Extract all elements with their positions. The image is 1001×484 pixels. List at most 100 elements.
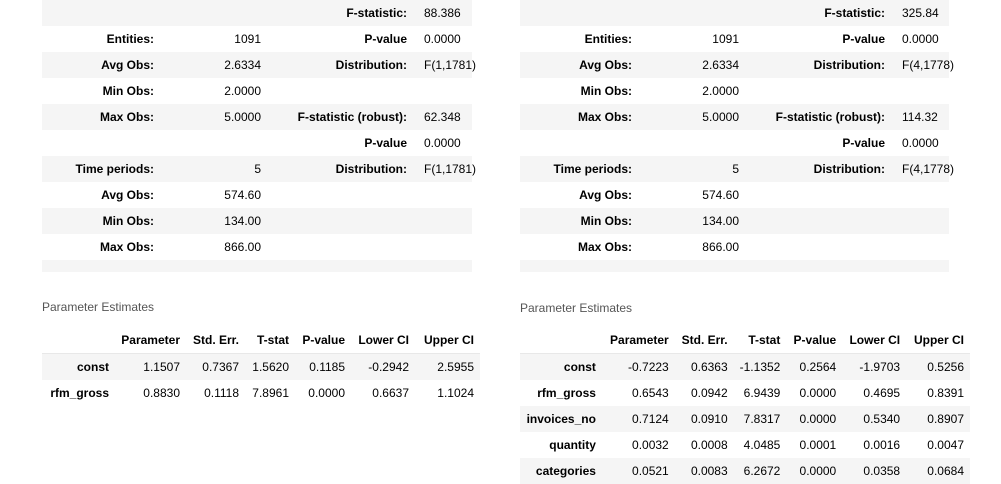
stat-label: Distribution: xyxy=(745,156,891,182)
param-value: 0.0942 xyxy=(675,380,734,406)
stat-value: F(4,1778) xyxy=(891,156,949,182)
param-column-header: P-value xyxy=(295,327,351,354)
stat-label: Max Obs: xyxy=(42,104,160,130)
empty-cell xyxy=(745,260,891,272)
stat-value: F(4,1778) xyxy=(891,52,949,78)
stat-label xyxy=(745,208,891,234)
param-value: 0.7124 xyxy=(602,406,675,432)
param-value: -0.2942 xyxy=(351,354,415,381)
parameter-estimates-caption: Parameter Estimates xyxy=(42,300,154,314)
stat-label: P-value xyxy=(745,26,891,52)
stat-value xyxy=(891,78,949,104)
stat-value xyxy=(160,0,267,26)
stat-value: 0.0000 xyxy=(891,26,949,52)
stat-label: Min Obs: xyxy=(520,78,638,104)
param-value: 0.0083 xyxy=(675,458,734,484)
stat-value: 2.0000 xyxy=(638,78,745,104)
stat-label: P-value xyxy=(267,130,413,156)
param-value: 0.1185 xyxy=(295,354,351,381)
summary-stats-row: Min Obs:2.0000 xyxy=(42,78,472,104)
param-column-header: Upper CI xyxy=(415,327,480,354)
stat-label: Avg Obs: xyxy=(520,182,638,208)
stat-value xyxy=(638,0,745,26)
param-column-header: Lower CI xyxy=(351,327,415,354)
param-name: rfm_gross xyxy=(42,380,115,406)
stat-label xyxy=(745,234,891,260)
empty-cell xyxy=(413,260,472,272)
stat-value xyxy=(160,130,267,156)
stat-label xyxy=(267,208,413,234)
param-value: 0.0001 xyxy=(786,432,842,458)
param-value: -1.1352 xyxy=(734,354,787,381)
stat-value: 134.00 xyxy=(160,208,267,234)
summary-stats-row: Min Obs:134.00 xyxy=(42,208,472,234)
stat-value: 1091 xyxy=(638,26,745,52)
param-value: 0.7367 xyxy=(186,354,245,381)
param-value: 0.6543 xyxy=(602,380,675,406)
summary-stats-row: F-statistic:88.386 xyxy=(42,0,472,26)
stat-value xyxy=(891,182,949,208)
stat-value: F(1,1781) xyxy=(413,156,472,182)
param-column-header: Parameter xyxy=(602,327,675,354)
param-column-header: Lower CI xyxy=(842,327,906,354)
stat-value: 5.0000 xyxy=(638,104,745,130)
param-value: 0.8391 xyxy=(906,380,970,406)
stat-value xyxy=(413,78,472,104)
param-value: 1.5620 xyxy=(245,354,295,381)
stat-label: Min Obs: xyxy=(42,208,160,234)
param-value: 0.0000 xyxy=(786,406,842,432)
param-column-header xyxy=(520,327,602,354)
stat-label: P-value xyxy=(745,130,891,156)
stat-value: 574.60 xyxy=(160,182,267,208)
stat-label xyxy=(42,130,160,156)
empty-cell xyxy=(267,260,413,272)
param-value: 1.1507 xyxy=(115,354,186,381)
param-value: 0.0521 xyxy=(602,458,675,484)
param-value: 0.6363 xyxy=(675,354,734,381)
stat-label: F-statistic (robust): xyxy=(745,104,891,130)
stat-label: Max Obs: xyxy=(520,104,638,130)
stat-label: Distribution: xyxy=(267,52,413,78)
stat-label xyxy=(745,182,891,208)
stat-label: P-value xyxy=(267,26,413,52)
param-value: 6.2672 xyxy=(734,458,787,484)
stat-label xyxy=(745,78,891,104)
param-value: 0.2564 xyxy=(786,354,842,381)
summary-stats-row: Avg Obs:574.60 xyxy=(520,182,949,208)
param-value: 0.0000 xyxy=(786,380,842,406)
param-value: 7.8317 xyxy=(734,406,787,432)
summary-stats-row: Max Obs:866.00 xyxy=(42,234,472,260)
stat-label: Avg Obs: xyxy=(42,182,160,208)
summary-stats-end-row xyxy=(520,260,949,272)
summary-stats-row: Min Obs:134.00 xyxy=(520,208,949,234)
summary-stats-row: F-statistic:325.84 xyxy=(520,0,949,26)
stat-value: 325.84 xyxy=(891,0,949,26)
stat-label: F-statistic: xyxy=(267,0,413,26)
stat-label xyxy=(267,78,413,104)
param-column-header: Upper CI xyxy=(906,327,970,354)
stat-value: 134.00 xyxy=(638,208,745,234)
param-value: 0.0000 xyxy=(786,458,842,484)
param-name: const xyxy=(520,354,602,381)
param-column-header: P-value xyxy=(786,327,842,354)
param-value: 0.8830 xyxy=(115,380,186,406)
stat-label: Min Obs: xyxy=(42,78,160,104)
param-name: rfm_gross xyxy=(520,380,602,406)
param-value: 0.0008 xyxy=(675,432,734,458)
stat-label: Distribution: xyxy=(745,52,891,78)
